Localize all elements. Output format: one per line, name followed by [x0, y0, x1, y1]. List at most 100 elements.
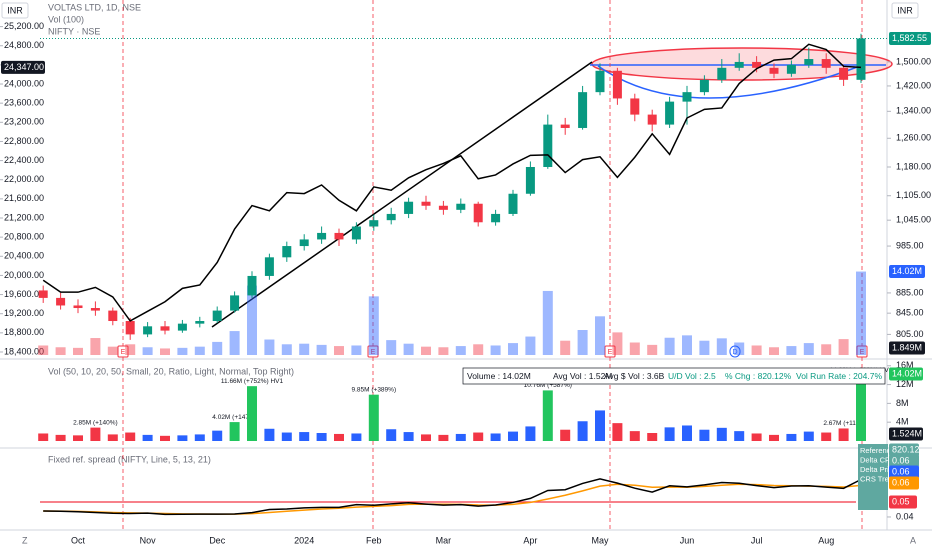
y-tick-label: 845.00: [896, 308, 924, 318]
nav-icon[interactable]: A: [910, 535, 916, 545]
candle-body: [647, 114, 657, 125]
volume-overlay-bar: [751, 345, 762, 355]
y2-tick-label: 20,000.00: [4, 270, 44, 280]
volume-bar: [73, 435, 83, 441]
volume-overlay-bar: [73, 347, 83, 355]
volume-last-label: 14.02M: [892, 266, 922, 276]
y-tick-label: 805.00: [896, 329, 924, 339]
y2-tick-label: 23,600.00: [4, 98, 44, 108]
volume-overlay-bar: [664, 337, 675, 355]
y-tick-label: 1,260.00: [896, 133, 931, 143]
volume-overlay-bar: [716, 338, 727, 355]
currency-left: INR: [7, 5, 23, 15]
volume-value-label: 11.66M (+752%) HV1: [221, 378, 284, 385]
volume-overlay-bar: [421, 346, 431, 355]
candle-body: [421, 201, 431, 206]
volume-overlay-bar: [803, 343, 814, 355]
y-tick-label: 985.00: [896, 240, 924, 250]
candle-body: [856, 38, 866, 80]
candle-body: [508, 193, 518, 214]
legend-entry: CRS Trend: [860, 474, 897, 483]
volume-overlay-bar: [264, 339, 275, 355]
volume-bar: [455, 433, 466, 441]
volume-bar: [351, 433, 362, 441]
volume-bar: [177, 435, 188, 441]
reference-label-box: [889, 495, 917, 509]
volume-bar: [264, 428, 275, 441]
candle-body: [752, 61, 762, 68]
volume-last-label-box: [889, 265, 925, 279]
legend-box: [858, 444, 888, 510]
volume-overlay-bar: [229, 331, 240, 355]
volume-bar: [682, 425, 692, 441]
volume-overlay-bar: [838, 339, 849, 355]
volume-bar: [577, 421, 588, 441]
event-label: E: [121, 349, 126, 356]
volume-bar: [542, 390, 553, 441]
spread-axis-label: 0.06: [892, 455, 910, 465]
candle-body: [73, 305, 83, 309]
volume-legend: Vol (100): [48, 14, 84, 24]
volume-overlay-bar: [525, 336, 536, 355]
y2-tick-label: 19,600.00: [4, 289, 44, 299]
volume-bar: [38, 433, 49, 441]
currency-box[interactable]: [891, 2, 919, 19]
y2-tick-label: 24,800.00: [4, 40, 44, 50]
volume-overlay-bar: [682, 335, 692, 355]
volume-overlay-bar: [403, 343, 414, 355]
x-tick-label: 2024: [294, 535, 314, 545]
volume-value-label: 10.76M (+587%): [524, 382, 572, 389]
compare-last-label-box: [1, 60, 45, 74]
x-tick-label: Nov: [140, 535, 157, 545]
volume-overlay-bar: [508, 343, 518, 355]
trend-line: [211, 61, 593, 328]
candle-body: [264, 257, 274, 276]
nav-icon[interactable]: Z: [22, 535, 28, 545]
y-tick-label: 1,340.00: [896, 106, 931, 116]
spread-axis-label: 0.06: [892, 477, 910, 487]
volume-bar: [299, 432, 310, 441]
volume-pane-avg-box: [889, 427, 923, 441]
volume-bar: [560, 429, 571, 441]
candle-body: [282, 246, 292, 258]
y2-tick-label: 20,800.00: [4, 232, 44, 242]
compare-last-label: 24,347.00: [4, 62, 44, 72]
volume-value-label: 2.85M (+140%): [73, 419, 118, 426]
volume-overlay-bar: [368, 296, 379, 355]
x-tick-label: Oct: [71, 535, 86, 545]
event-marker: [856, 345, 868, 358]
candle-body: [299, 239, 309, 247]
y2-tick-label: 18,400.00: [4, 346, 44, 356]
volume-avg-label-box: [889, 341, 925, 355]
candle-body: [38, 290, 48, 298]
candle-body: [786, 64, 796, 74]
volume-pane-title: Vol (50, 10, 20, 50, Small, 20, Ratio, L…: [48, 366, 294, 376]
y-tick-label: 16M: [896, 360, 914, 370]
candle-body: [334, 232, 344, 240]
y2-tick-label: 24,000.00: [4, 78, 44, 88]
candle-body: [491, 213, 501, 223]
candle-body: [821, 59, 831, 68]
stat-text: U/D Vol : 2.5: [668, 371, 716, 381]
volume-overlay-bar: [142, 347, 153, 355]
volume-overlay-bar: [160, 348, 170, 355]
volume-overlay-bar: [194, 346, 205, 355]
volume-bar: [734, 431, 745, 441]
volume-bar: [595, 410, 605, 441]
candle-body: [386, 213, 396, 221]
legend-entry: Delta Price: [860, 465, 897, 474]
candle-body: [177, 323, 187, 331]
volume-bar: [421, 434, 431, 441]
volume-bar: [629, 431, 640, 441]
volume-bar: [525, 426, 536, 441]
volume-overlay-bar: [734, 342, 745, 355]
volume-bar: [368, 394, 379, 441]
volume-overlay-bar: [351, 345, 362, 355]
currency-box[interactable]: [1, 2, 29, 19]
event-label: D: [732, 349, 737, 356]
candle-body: [195, 321, 205, 324]
spread-axis-label: 820.12: [892, 444, 920, 454]
candle-body: [143, 326, 153, 335]
volume-bar: [647, 433, 658, 441]
stats-box: [462, 367, 886, 385]
